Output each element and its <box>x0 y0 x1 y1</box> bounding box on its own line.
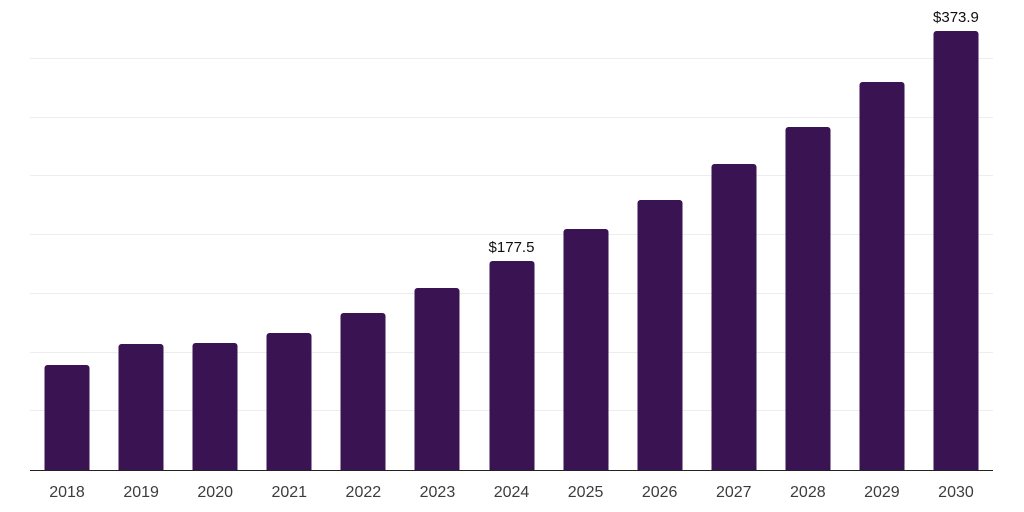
gridline-250 <box>30 175 993 177</box>
bar-slot-2030: $373.9 <box>919 0 993 470</box>
bar-2018 <box>44 364 90 470</box>
bar-slot-2020 <box>178 0 252 470</box>
bar-2022 <box>340 312 386 470</box>
bar-2025 <box>563 229 609 470</box>
bar-slot-2024: $177.5 <box>474 0 548 470</box>
bar-2027 <box>711 164 757 470</box>
gridline-200 <box>30 234 993 235</box>
bar-value-label-2030: $373.9 <box>933 8 979 26</box>
bar-2021 <box>266 333 312 470</box>
x-tick-label-2019: 2019 <box>123 484 159 501</box>
bar-slot-2029 <box>845 0 919 470</box>
x-tick-label-2028: 2028 <box>790 484 826 501</box>
bar-slot-2021 <box>252 0 326 470</box>
bar-slot-2027 <box>697 0 771 470</box>
gridline-350 <box>30 57 993 59</box>
bar-2030 <box>933 30 979 470</box>
x-tick-label-2021: 2021 <box>271 484 308 501</box>
bar-slot-2018 <box>30 0 104 470</box>
bar-slot-2019 <box>104 0 178 470</box>
bar-value-label-2024: $177.5 <box>488 239 535 257</box>
x-tick-label-2027: 2027 <box>715 484 752 501</box>
x-tick-label-2020: 2020 <box>197 484 233 501</box>
x-tick-label-2029: 2029 <box>864 484 900 501</box>
bar-slot-2022 <box>326 0 400 470</box>
gridline-300 <box>30 116 993 118</box>
x-tick-label-2030: 2030 <box>938 484 974 501</box>
x-axis-labels: 2018 2019 2020 2021 2022 2023 2024 2025 2026 2027… <box>30 484 993 502</box>
bar-slot-2023 <box>400 0 474 470</box>
bar-slot-2028 <box>771 0 845 470</box>
bar-2019 <box>118 344 164 470</box>
bar-2028 <box>785 126 831 470</box>
x-tick-label-2018: 2018 <box>49 484 85 501</box>
bar-2020 <box>192 343 238 470</box>
bars: $177.5 $373.9 <box>30 0 993 470</box>
x-tick-label-2026: 2026 <box>641 484 678 501</box>
bar-slot-2025 <box>549 0 623 470</box>
bar-2024 <box>489 261 534 470</box>
bar-2026 <box>637 199 683 470</box>
x-axis-line <box>30 469 993 471</box>
x-tick-label-2022: 2022 <box>345 484 382 501</box>
plot-area: $177.5 $373.9 <box>30 0 993 471</box>
x-tick-label-2025: 2025 <box>567 484 604 501</box>
bar-2023 <box>414 287 460 470</box>
x-tick-label-2024: 2024 <box>493 484 530 501</box>
bar-2029 <box>859 81 905 470</box>
x-tick-label-2023: 2023 <box>419 484 456 501</box>
bar-slot-2026 <box>623 0 697 470</box>
